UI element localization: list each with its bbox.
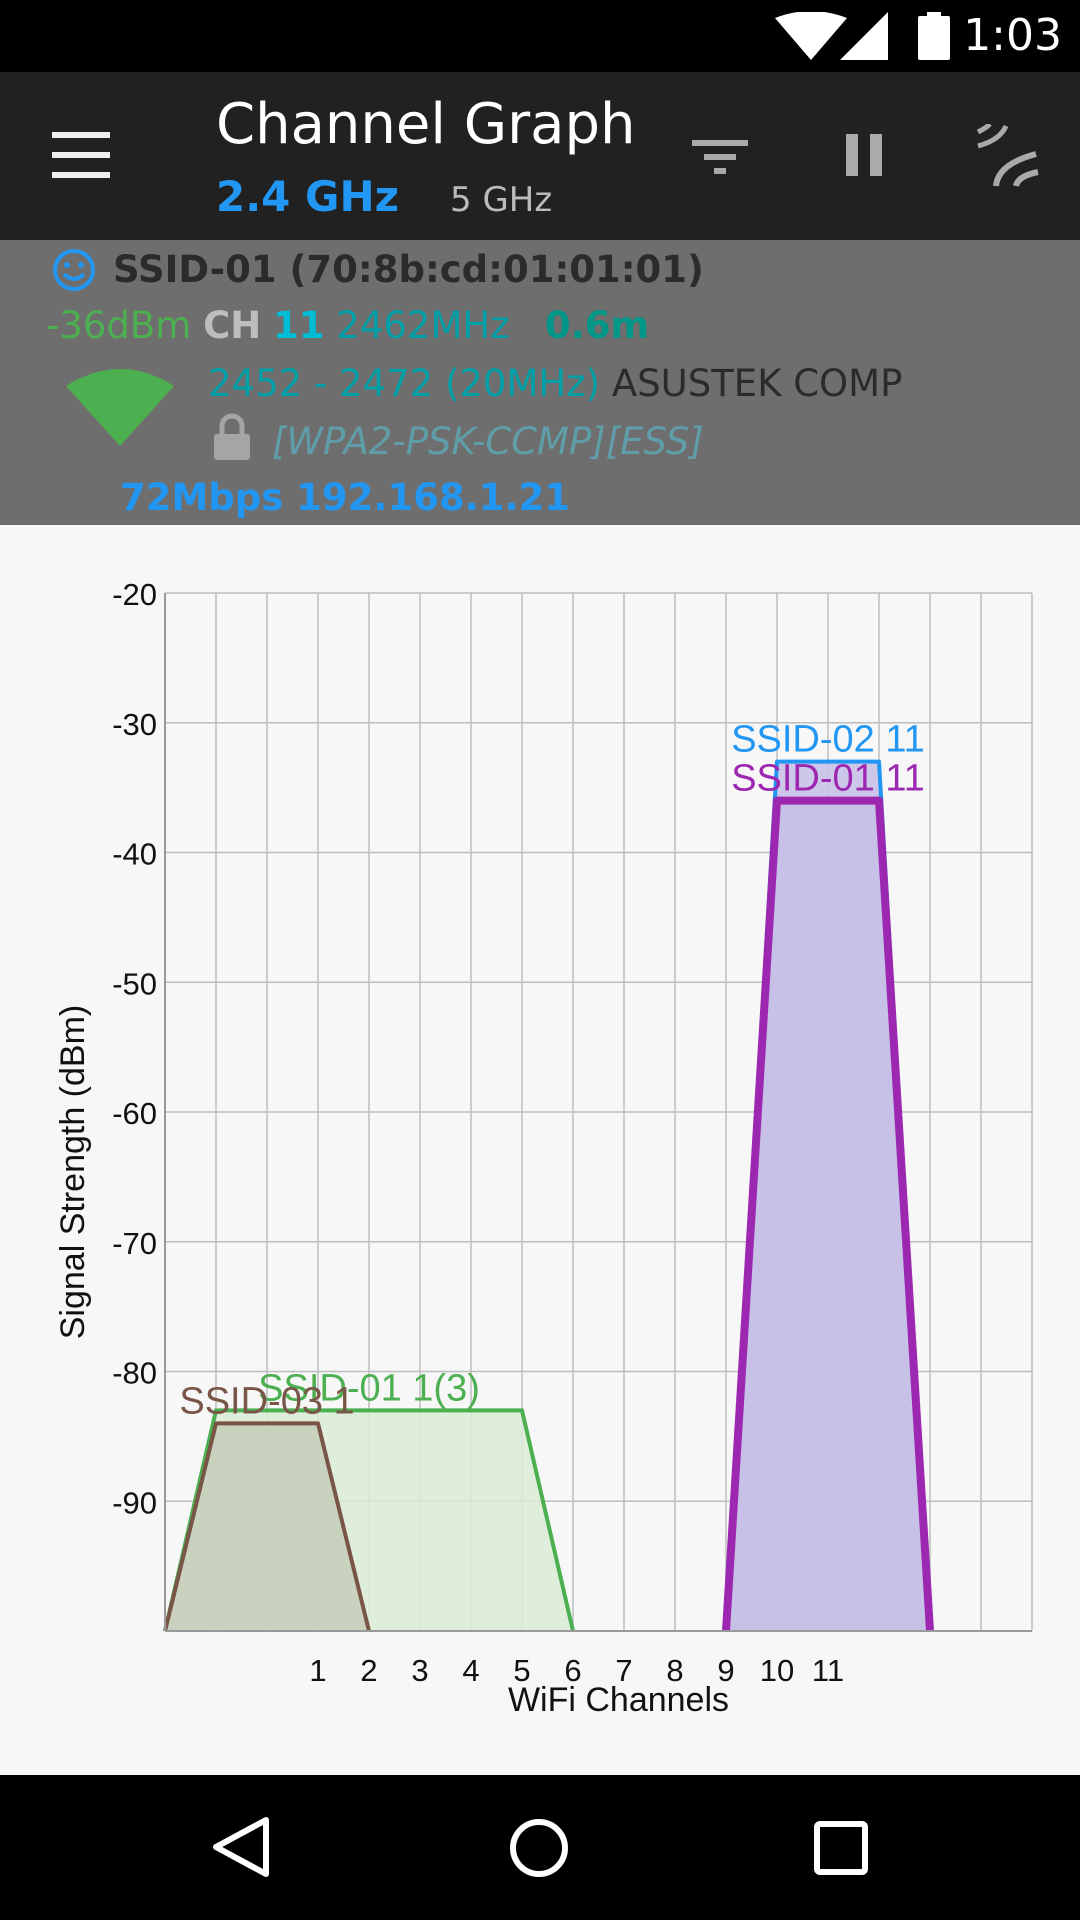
series-label: SSID-01 11 [731,758,925,800]
y-tick-label: -50 [112,966,157,1001]
speed-ip: 72Mbps 192.168.1.21 [120,476,571,519]
series-label: SSID-01 1(3) [258,1367,480,1409]
vendor: ASUSTEK COMP [611,362,903,405]
filter-icon[interactable] [688,124,752,188]
security-capabilities: [WPA2-PSK-CCMP][ESS] [272,420,704,463]
menu-button[interactable] [52,132,116,180]
clock: 1:03 [963,10,1062,61]
x-tick-label: 7 [615,1653,632,1688]
frequency-range-line: 2452 - 2472 (20MHz) ASUSTEK COMP [208,362,902,405]
x-tick-label: 11 [812,1653,844,1688]
ssid-line: SSID-01 (70:8b:cd:01:01:01) [113,248,704,291]
x-axis-title: WiFi Channels [508,1681,729,1719]
channel-graph: -20 -30 -40 -50 -60 -70 -80 -90 1 2 3 4 5 6 7 8 9 10 11 WiF… [0,525,1080,1775]
y-tick-label: -70 [112,1226,157,1261]
y-tick-label: -30 [112,707,157,742]
series-outline [163,1421,371,1632]
wifi-strength-icon [66,369,174,446]
y-axis-title: Signal Strength (dBm) [54,1005,92,1340]
y-tick-label: -20 [112,577,157,612]
y-tick-label: -90 [112,1485,157,1520]
y-tick-label: -80 [112,1356,157,1391]
x-tick-label: 10 [760,1653,794,1688]
x-tick-label: 5 [513,1653,530,1688]
y-tick-label: -40 [112,837,157,872]
status-bar: 1:03 [0,0,1080,72]
series-fill [726,800,930,1631]
battery-icon [918,12,950,60]
smiley-icon [53,249,95,291]
distance: 0.6m [544,304,650,347]
x-tick-label: 8 [666,1653,683,1688]
wifi-scan-icon[interactable] [976,124,1040,188]
x-tick-label: 4 [462,1653,479,1688]
app-bar: Channel Graph 2.4 GHz 5 GHz [0,72,1080,240]
signal-level: -36dBm [46,304,192,347]
series-label: SSID-02 11 [731,719,925,761]
band-tab-2-4ghz[interactable]: 2.4 GHz [216,172,400,221]
back-icon[interactable] [210,1815,272,1879]
channel-number: 11 [273,304,325,347]
x-tick-label: 3 [411,1653,428,1688]
x-tick-label: 6 [564,1653,581,1688]
x-tick-label: 1 [309,1653,326,1688]
pause-icon[interactable] [832,124,896,188]
band-tab-5ghz[interactable]: 5 GHz [450,180,553,220]
series-outline [722,796,934,1632]
x-tick-label: 2 [360,1653,377,1688]
navigation-bar [0,1775,1080,1920]
frequency-range: 2452 - 2472 (20MHz) [208,362,601,405]
y-tick-label: -60 [112,1096,157,1131]
signal-info-line: -36dBm CH 11 2462MHz 0.6m [46,304,649,347]
x-tick-label: 9 [717,1653,734,1688]
cellular-signal-icon [840,12,888,60]
connection-info-panel[interactable]: SSID-01 (70:8b:cd:01:01:01) -36dBm CH 11… [0,240,1080,525]
recents-icon[interactable] [813,1820,869,1876]
wifi-status-icon [775,12,847,60]
page-title: Channel Graph [216,92,636,157]
lock-icon [214,413,250,460]
channel-label: CH [203,304,262,347]
series-fill [165,1423,369,1631]
series-label: SSID-03 1 [179,1380,354,1422]
channel-graph-svg: -20 -30 -40 -50 -60 -70 -80 -90 1 2 3 4 5 6 7 8 9 10 11 WiF… [54,577,1033,1719]
frequency: 2462MHz [336,304,510,347]
menu-icon [52,132,110,138]
home-icon[interactable] [508,1817,570,1879]
